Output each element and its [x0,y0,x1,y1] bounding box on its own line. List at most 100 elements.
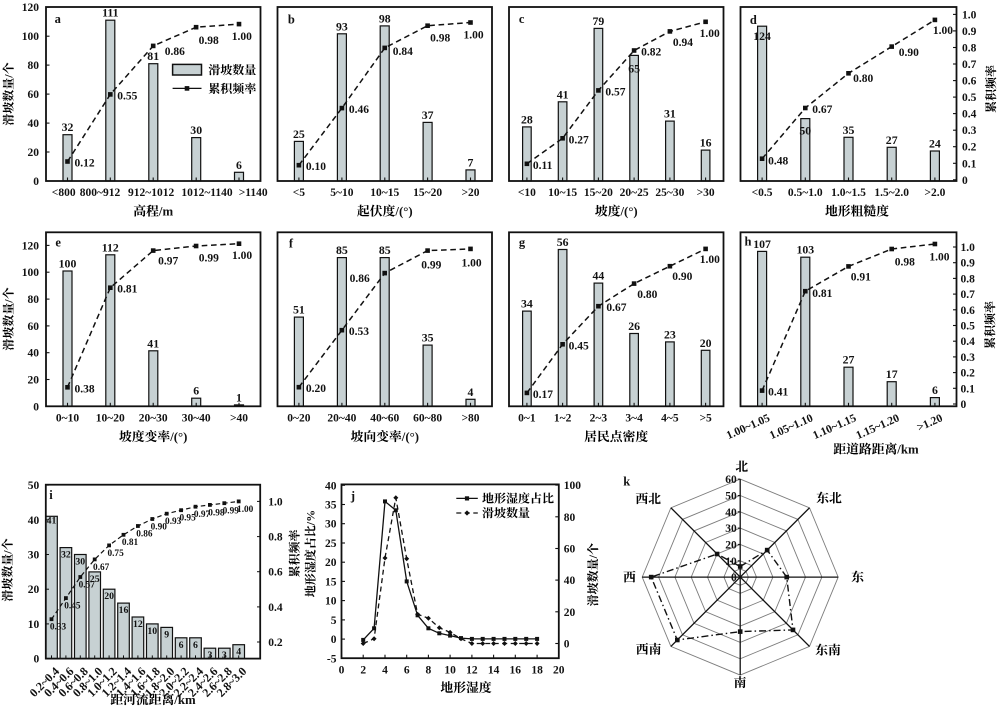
svg-text:1.00: 1.00 [700,28,720,40]
svg-text:/: / [1,550,15,555]
svg-text:1~2: 1~2 [554,413,572,425]
svg-text:0.5~1.0: 0.5~1.0 [788,187,823,199]
svg-text:0.53: 0.53 [349,326,369,338]
svg-text:g: g [519,236,526,250]
svg-text:d: d [750,13,757,27]
svg-text:0.55: 0.55 [117,90,137,102]
svg-text:/m: /m [158,205,174,219]
svg-text:0.94: 0.94 [673,37,693,49]
svg-text:80: 80 [28,60,40,72]
svg-text:12: 12 [133,619,143,630]
svg-text:0.38: 0.38 [75,383,95,395]
svg-text:0.45: 0.45 [64,602,81,612]
svg-text:0.10: 0.10 [306,161,326,173]
svg-text:81: 81 [147,49,159,63]
svg-text:30: 30 [28,550,40,562]
svg-text:0.93: 0.93 [165,517,182,527]
svg-text:0.90: 0.90 [151,522,168,532]
svg-text:40~60: 40~60 [370,413,399,425]
svg-text:0~20: 0~20 [287,413,310,425]
svg-text:6: 6 [193,640,198,651]
svg-text:0.7: 0.7 [961,289,976,301]
svg-text:0.67: 0.67 [606,302,626,314]
svg-text:/(°): /(°) [169,430,187,444]
svg-text:6: 6 [193,384,199,398]
svg-text:30: 30 [725,523,737,535]
svg-text:79: 79 [593,14,605,28]
svg-text:<0.5: <0.5 [752,187,773,199]
svg-text:10: 10 [325,596,337,608]
svg-text:20: 20 [28,584,40,596]
svg-text:28: 28 [521,112,533,126]
svg-text:20~25: 20~25 [620,187,649,199]
svg-text:20~30: 20~30 [139,413,168,425]
svg-text:34: 34 [521,297,533,311]
svg-text:32: 32 [62,120,74,134]
svg-text:e: e [55,236,61,250]
svg-text:85: 85 [379,243,391,257]
svg-text:0.12: 0.12 [75,158,95,170]
svg-text:0.8: 0.8 [962,43,977,55]
svg-text:20: 20 [325,557,337,569]
svg-text:0.27: 0.27 [569,134,589,146]
svg-text:0.67: 0.67 [812,104,832,116]
svg-text:35: 35 [843,123,855,137]
svg-text:0.1: 0.1 [961,383,976,395]
svg-text:f: f [289,237,294,251]
svg-text:41: 41 [147,336,159,350]
svg-text:20~40: 20~40 [327,413,356,425]
svg-text:1.00: 1.00 [929,251,949,263]
svg-text:40: 40 [28,118,40,130]
svg-text:23: 23 [664,327,676,341]
svg-text:0.8: 0.8 [961,273,976,285]
svg-text:/(°): /(°) [401,430,419,444]
svg-text:8: 8 [426,665,432,677]
svg-text:15: 15 [325,576,337,588]
svg-text:0: 0 [331,634,337,646]
svg-text:0.80: 0.80 [853,73,873,85]
svg-text:17: 17 [886,367,898,381]
svg-text:/: / [2,74,16,79]
svg-text:10: 10 [28,619,40,631]
svg-text:120: 120 [22,240,40,252]
svg-text:0.99: 0.99 [223,507,240,517]
svg-text:1.0: 1.0 [268,496,283,508]
svg-text:0.75: 0.75 [107,549,124,559]
svg-text:1: 1 [236,390,242,404]
svg-text:7: 7 [468,155,474,169]
svg-text:0.3: 0.3 [962,125,977,137]
svg-text:0.98: 0.98 [895,257,915,269]
svg-text:-5: -5 [327,653,337,665]
svg-text:0.98: 0.98 [199,35,219,47]
svg-text:0.81: 0.81 [117,284,137,296]
svg-text:0.20: 0.20 [306,383,326,395]
svg-text:0: 0 [961,399,967,411]
svg-text:0.57: 0.57 [605,86,625,98]
svg-text:/km: /km [173,693,196,707]
svg-text:50: 50 [799,124,811,138]
svg-text:111: 111 [102,6,118,20]
svg-text:0.97: 0.97 [194,510,211,520]
svg-text:6: 6 [932,383,938,397]
svg-text:0.41: 0.41 [768,387,788,399]
svg-text:25: 25 [325,538,337,550]
svg-text:4: 4 [236,647,241,658]
svg-text:0.91: 0.91 [851,271,871,283]
svg-text:20: 20 [700,336,712,350]
svg-text:35: 35 [422,331,434,345]
svg-text:0.67: 0.67 [93,563,110,573]
svg-text:10~15: 10~15 [548,187,577,199]
svg-text:32: 32 [61,550,71,561]
svg-text:40: 40 [564,575,576,587]
svg-text:20: 20 [28,375,40,387]
svg-text:30: 30 [325,519,337,531]
svg-text:800~912: 800~912 [80,187,121,199]
svg-text:0.97: 0.97 [158,256,178,268]
svg-text:98: 98 [379,11,391,25]
svg-text:85: 85 [336,243,348,257]
svg-text:80: 80 [564,512,576,524]
svg-text:0: 0 [34,654,40,666]
svg-text:0.99: 0.99 [199,253,219,265]
svg-text:51: 51 [293,303,305,317]
svg-text:25: 25 [90,574,100,585]
